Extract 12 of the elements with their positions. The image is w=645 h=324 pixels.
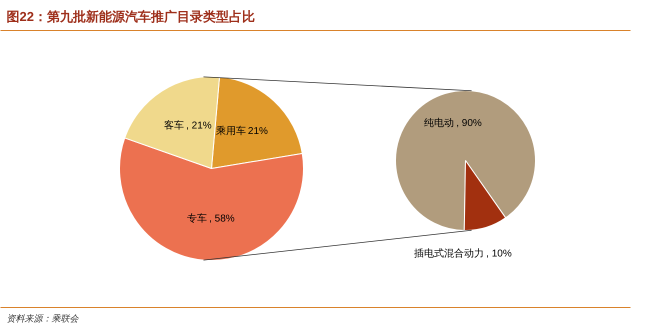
- chart-title: 图22：第九批新能源汽车推广目录类型占比: [6, 9, 255, 24]
- text: 资料来源：乘联会: [6, 314, 80, 324]
- data-label: , 10%: [486, 248, 512, 260]
- data-label: , 90%: [456, 118, 482, 130]
- data-label: , 58%: [209, 213, 235, 224]
- slice-label: 客车: [164, 119, 184, 132]
- slice-label: 纯电动: [424, 117, 454, 130]
- slice-label: 乘用车: [216, 124, 246, 137]
- data-label: 21%: [248, 126, 268, 137]
- slice-label: 插电式混合动力: [414, 248, 484, 260]
- data-label: , 21%: [186, 120, 212, 132]
- slice-label: 专车: [187, 212, 208, 224]
